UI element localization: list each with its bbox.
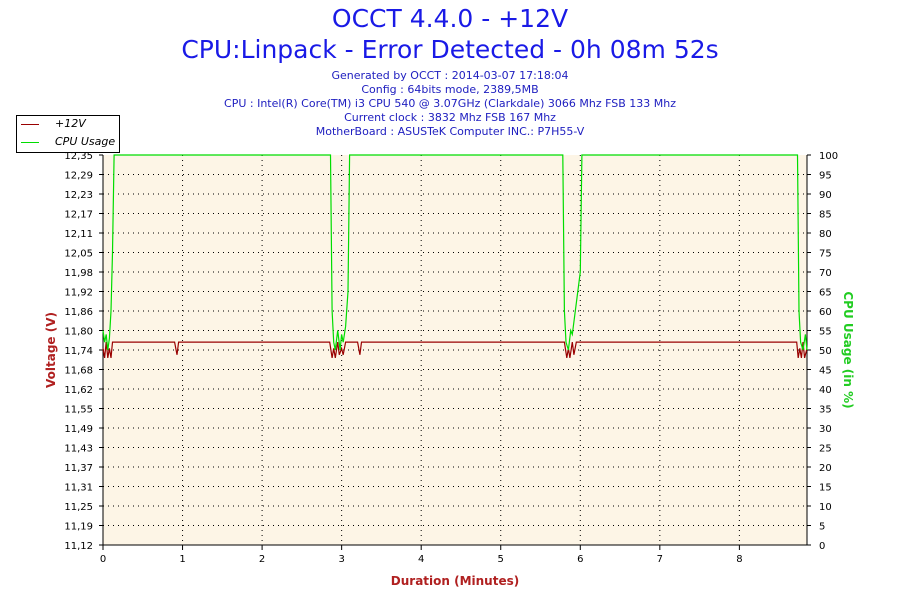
y-tick-label: 11,37 <box>64 463 93 474</box>
y2-tick-label: 60 <box>819 307 832 318</box>
legend-swatch-12v <box>21 124 39 125</box>
y2-tick-label: 10 <box>819 502 832 513</box>
y2-tick-label: 45 <box>819 366 832 377</box>
y2-tick-label: 85 <box>819 210 832 221</box>
plot-area <box>103 155 807 545</box>
y-tick-label: 11,25 <box>64 502 93 513</box>
series-line-12v <box>102 341 808 359</box>
y-tick-label: 11,55 <box>64 405 93 416</box>
y-tick-label: 11,92 <box>64 288 93 299</box>
y2-tick-label: 75 <box>819 249 832 260</box>
series-line-cpu-usage <box>102 154 808 351</box>
y-tick-label: 12,29 <box>64 171 93 182</box>
chart-subtitle: CPU:Linpack - Error Detected - 0h 08m 52… <box>181 35 719 64</box>
y-tick-label: 12,11 <box>64 229 93 240</box>
y2-tick-label: 90 <box>819 190 832 201</box>
legend-item-cpu: CPU Usage <box>17 135 119 151</box>
info-cpu: CPU : Intel(R) Core(TM) i3 CPU 540 @ 3.0… <box>224 97 676 110</box>
y-axis-title: Voltage (V) <box>44 312 58 388</box>
legend-label-12v: +12V <box>55 117 86 130</box>
y2-tick-label: 95 <box>819 171 832 182</box>
y-tick-label: 12,17 <box>64 210 93 221</box>
x-tick-label: 6 <box>577 554 583 565</box>
y2-tick-label: 80 <box>819 229 832 240</box>
x-tick-label: 3 <box>338 554 344 565</box>
y-tick-label: 11,80 <box>64 327 93 338</box>
y-tick-label: 11,49 <box>64 424 93 435</box>
y-tick-label: 11,68 <box>64 366 93 377</box>
y2-tick-label: 25 <box>819 444 832 455</box>
y-tick-label: 11,43 <box>64 444 93 455</box>
y2-tick-label: 15 <box>819 483 832 494</box>
y-tick-label: 11,74 <box>64 346 93 357</box>
y2-tick-label: 5 <box>819 522 825 533</box>
y2-tick-label: 35 <box>819 405 832 416</box>
info-generated: Generated by OCCT : 2014-03-07 17:18:04 <box>331 69 569 82</box>
x-axis-title: Duration (Minutes) <box>391 574 519 588</box>
x-tick-label: 1 <box>179 554 185 565</box>
y-tick-label: 12,05 <box>64 249 93 260</box>
x-tick-label: 4 <box>418 554 424 565</box>
legend-label-cpu: CPU Usage <box>55 135 116 148</box>
y2-axis-title: CPU Usage (in %) <box>841 291 855 408</box>
y-tick-label: 12,35 <box>64 151 93 162</box>
x-tick-label: 7 <box>657 554 663 565</box>
info-motherboard: MotherBoard : ASUSTeK Computer INC.: P7H… <box>315 125 585 138</box>
y-tick-label: 11,31 <box>64 483 93 494</box>
y2-tick-label: 65 <box>819 288 832 299</box>
y2-tick-label: 20 <box>819 463 832 474</box>
y2-tick-label: 55 <box>819 327 832 338</box>
y-tick-label: 11,12 <box>64 541 93 552</box>
legend-swatch-cpu <box>21 142 39 143</box>
info-clock: Current clock : 3832 Mhz FSB 167 Mhz <box>344 111 556 124</box>
y-tick-label: 11,62 <box>64 385 93 396</box>
y2-tick-label: 30 <box>819 424 832 435</box>
y2-tick-label: 0 <box>819 541 825 552</box>
y2-tick-label: 70 <box>819 268 832 279</box>
y-tick-label: 11,98 <box>64 268 93 279</box>
info-config: Config : 64bits mode, 2389,5MB <box>361 83 539 96</box>
chart-title: OCCT 4.4.0 - +12V <box>331 4 569 33</box>
y-tick-label: 11,19 <box>64 522 93 533</box>
y-tick-label: 12,23 <box>64 190 93 201</box>
y2-tick-label: 50 <box>819 346 832 357</box>
legend-item-12v: +12V <box>17 117 119 133</box>
x-tick-label: 8 <box>736 554 742 565</box>
y2-tick-label: 40 <box>819 385 832 396</box>
y2-tick-label: 100 <box>819 151 838 162</box>
legend: +12V CPU Usage <box>16 115 120 153</box>
x-tick-label: 2 <box>259 554 265 565</box>
y-tick-label: 11,86 <box>64 307 93 318</box>
x-tick-label: 0 <box>100 554 106 565</box>
x-tick-label: 5 <box>498 554 504 565</box>
